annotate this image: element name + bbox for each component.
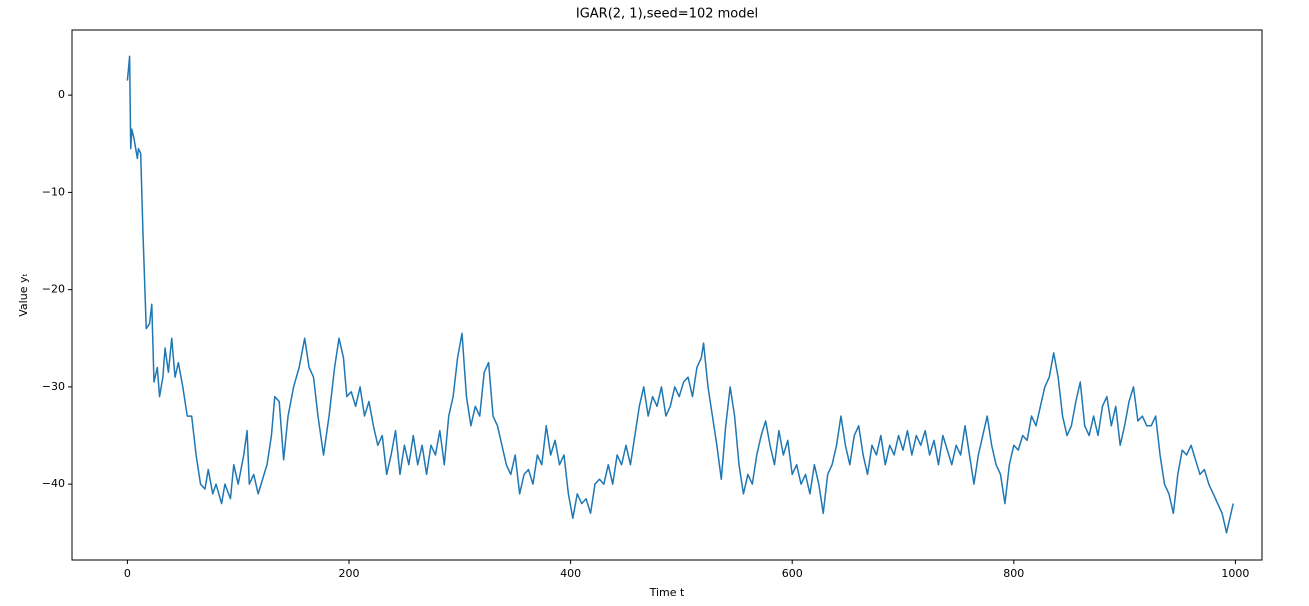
y-tick-label: −40 bbox=[42, 477, 65, 490]
y-tick-label: 0 bbox=[58, 88, 65, 101]
y-tick-label: −30 bbox=[42, 380, 65, 393]
x-tick-label: 800 bbox=[1003, 567, 1024, 580]
data-line bbox=[126, 55, 1234, 534]
y-axis-label: Value yₜ bbox=[17, 273, 30, 316]
x-tick-label: 200 bbox=[339, 567, 360, 580]
x-tick-label: 600 bbox=[782, 567, 803, 580]
y-tick-label: −10 bbox=[42, 185, 65, 198]
x-tick-label: 400 bbox=[560, 567, 581, 580]
x-tick-label: 0 bbox=[124, 567, 131, 580]
x-tick-label: 1000 bbox=[1221, 567, 1249, 580]
plot-frame bbox=[71, 29, 1263, 561]
chart-title: IGAR(2, 1),seed=102 model bbox=[576, 7, 758, 22]
y-tick-label: −20 bbox=[42, 283, 65, 296]
x-axis-label: Time t bbox=[649, 586, 685, 599]
